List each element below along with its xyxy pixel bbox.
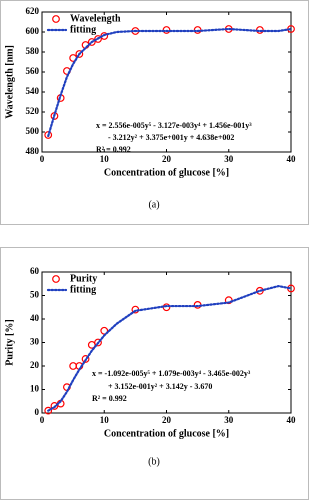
y-tick-label: 40 (30, 313, 40, 323)
y-tick-label: 30 (30, 337, 40, 347)
y-tick-label: 10 (30, 384, 40, 394)
x-tick-label: 0 (40, 154, 45, 164)
y-tick-label: 580 (26, 46, 40, 56)
equation: R² = 0.992 (92, 394, 127, 403)
data-point (162, 303, 171, 312)
data-point (69, 362, 78, 370)
y-tick-label: 500 (26, 126, 40, 136)
x-tick-label: 0 (40, 415, 45, 425)
caption: (a) (148, 199, 159, 210)
equation: + 3.152e-001y² + 3.142y - 3.670 (108, 382, 212, 391)
y-tick-label: 50 (30, 290, 40, 300)
data-point (44, 131, 53, 139)
data-point (94, 338, 102, 347)
x-tick-label: 40 (287, 154, 297, 164)
x-tick-label: 30 (224, 415, 234, 425)
x-tick-label: 40 (287, 415, 297, 425)
x-axis-label: Concentration of glucose [%] (104, 167, 229, 178)
panel-border (0, 0, 309, 225)
y-tick-label: 560 (26, 66, 40, 76)
y-tick-label: 60 (30, 266, 40, 276)
x-tick-label: 20 (162, 154, 172, 164)
legend-marker (52, 15, 60, 23)
legend-label: fitting (70, 284, 96, 295)
y-axis-label: Wavelength [nm] (4, 45, 15, 119)
legend-marker (52, 275, 60, 283)
caption: (b) (148, 456, 160, 467)
legend-label: Wavelength (70, 13, 121, 24)
x-tick-label: 20 (162, 415, 172, 425)
x-axis-label: Concentration of glucose [%] (104, 428, 229, 439)
data-point (44, 406, 53, 415)
equation: R² = 0.992 (96, 145, 131, 154)
y-tick-label: 480 (26, 146, 40, 156)
y-tick-label: 620 (26, 6, 40, 16)
y-tick-label: 540 (26, 86, 40, 96)
y-tick-label: 600 (26, 26, 40, 36)
y-tick-label: 0 (35, 407, 40, 417)
y-tick-label: 20 (30, 360, 40, 370)
data-point (81, 355, 90, 363)
legend-label: fitting (70, 24, 96, 35)
data-point (87, 38, 96, 46)
y-tick-label: 520 (26, 106, 40, 116)
legend-label: Purity (70, 273, 97, 284)
equation: - 3.212y² + 3.375e+001y + 4.638e+002 (108, 133, 234, 142)
data-point (255, 286, 264, 295)
y-axis-label: Purity [%] (4, 319, 15, 365)
equation: x = -1.092e-005y⁵ + 1.079e-003y⁴ - 3.465… (92, 369, 251, 378)
equation: x = 2.556e-005y⁵ - 3.127e-003y⁴ + 1.456e… (96, 121, 252, 130)
x-tick-label: 10 (100, 154, 110, 164)
data-point (94, 35, 102, 43)
fit-line (47, 284, 293, 412)
data-point (75, 50, 84, 58)
x-tick-label: 10 (100, 415, 110, 425)
fit-line (47, 27, 293, 138)
x-tick-label: 30 (224, 154, 234, 164)
